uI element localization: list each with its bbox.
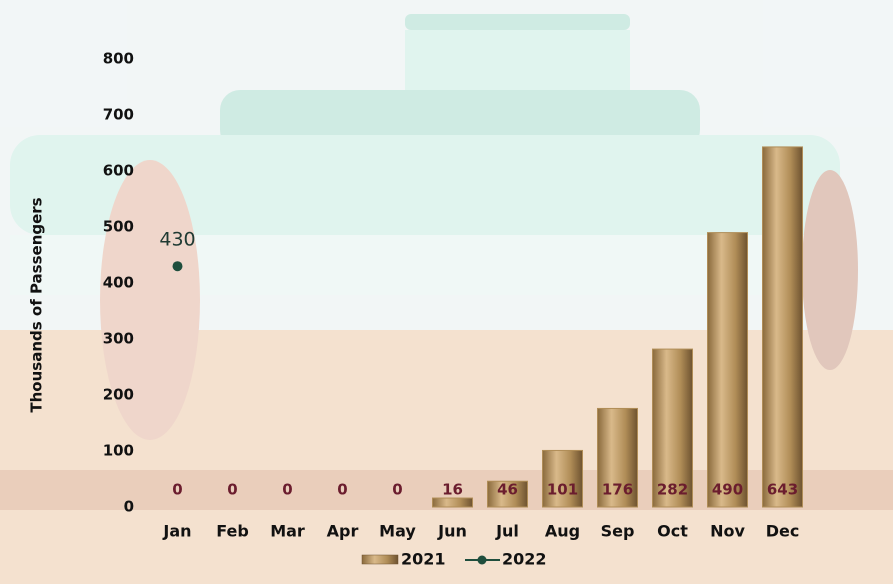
x-tick-label: Nov [710, 522, 745, 541]
legend-swatch [477, 555, 487, 565]
data-label: 430 [159, 229, 195, 251]
legend-label: 2021 [401, 550, 446, 569]
data-label: 176 [602, 481, 633, 499]
data-label: 490 [712, 481, 743, 499]
data-label: 101 [547, 481, 578, 499]
legend-label: 2022 [502, 550, 547, 569]
data-label: 282 [657, 481, 688, 499]
x-tick-label: Mar [270, 522, 305, 541]
legend-swatch [361, 554, 399, 565]
data-label: 46 [497, 481, 518, 499]
bar [652, 348, 693, 508]
data-label: 0 [337, 481, 347, 499]
bar [597, 407, 638, 508]
bar [762, 146, 803, 508]
bar [542, 449, 583, 508]
x-tick-label: May [379, 522, 416, 541]
x-tick-label: Aug [545, 522, 580, 541]
y-tick-label: 0 [124, 498, 134, 516]
x-tick-label: Apr [327, 522, 359, 541]
y-tick-label: 800 [103, 50, 134, 68]
y-tick-label: 100 [103, 442, 134, 460]
y-tick-label: 400 [103, 274, 134, 292]
data-label: 0 [392, 481, 402, 499]
y-tick-label: 300 [103, 330, 134, 348]
line-point [172, 261, 183, 272]
bar [487, 480, 528, 508]
data-label: 0 [227, 481, 237, 499]
x-tick-label: Sep [601, 522, 635, 541]
data-label: 643 [767, 481, 798, 499]
y-tick-label: 500 [103, 218, 134, 236]
y-tick-label: 700 [103, 106, 134, 124]
data-label: 16 [442, 481, 463, 499]
x-tick-label: Dec [766, 522, 800, 541]
y-tick-label: 600 [103, 162, 134, 180]
x-tick-label: Feb [216, 522, 249, 541]
x-tick-label: Jan [162, 522, 191, 541]
data-label: 0 [282, 481, 292, 499]
x-tick-label: Jul [495, 522, 519, 541]
legend: 2021 2022 [361, 550, 547, 569]
x-tick-label: Oct [657, 522, 688, 541]
data-label: 0 [172, 481, 182, 499]
y-tick-label: 200 [103, 386, 134, 404]
bar [432, 497, 473, 508]
bar [707, 232, 748, 508]
x-tick-label: Jun [437, 522, 467, 541]
y-axis-title: Thousands of Passengers [28, 197, 46, 412]
